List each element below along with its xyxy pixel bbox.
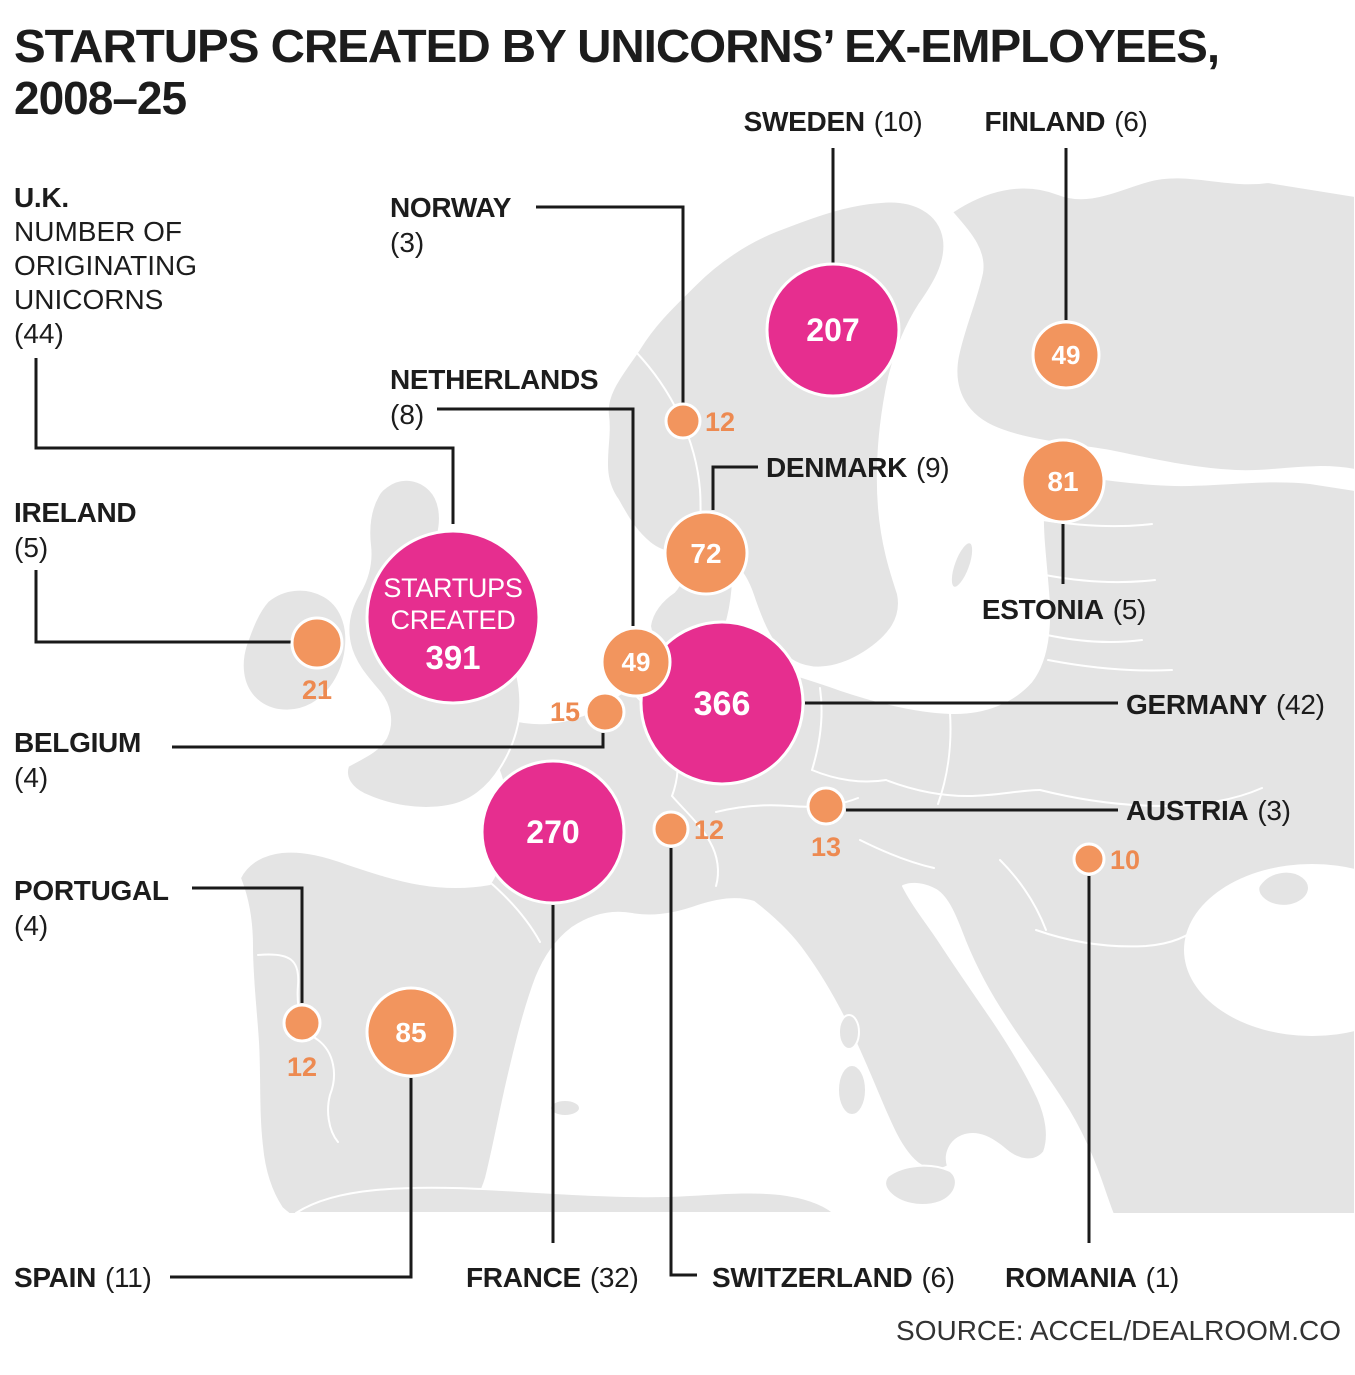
bubble-value-estonia: 81 xyxy=(1047,466,1078,497)
bubble-value-austria: 13 xyxy=(811,832,841,862)
bubble-value-netherlands: 49 xyxy=(622,647,651,677)
label-france: FRANCE (32) xyxy=(466,1262,638,1293)
bubble-finland xyxy=(1031,320,1101,390)
label-netherlands-count: (8) xyxy=(390,399,424,430)
leader-ireland xyxy=(34,570,291,644)
label-sweden: SWEDEN (10) xyxy=(744,106,923,137)
bubble-uk xyxy=(365,529,541,705)
bubble-value-denmark: 72 xyxy=(690,538,721,569)
bubble-france xyxy=(480,759,626,905)
bubble-spain xyxy=(365,986,457,1078)
label-switzerland: SWITZERLAND (6) xyxy=(712,1262,955,1293)
land-sardinia xyxy=(837,1064,867,1116)
land-sicily xyxy=(884,1164,957,1206)
bubble-denmark xyxy=(663,510,749,596)
bubble-estonia xyxy=(1020,438,1106,524)
land-corsica xyxy=(838,1014,860,1050)
label-belgium: BELGIUM xyxy=(14,727,141,758)
land-majorca xyxy=(549,1099,581,1117)
land-crimea xyxy=(1257,870,1310,907)
bubble-ireland xyxy=(290,616,344,670)
uk-legend-count: (44) xyxy=(14,318,64,349)
uk-legend-line1: NUMBER OF xyxy=(14,216,182,247)
land-finland-russia xyxy=(951,176,1355,473)
bubble-romania xyxy=(1072,842,1106,876)
bubble-value-belgium: 15 xyxy=(550,697,580,727)
uk-bubble-line2: CREATED xyxy=(391,605,516,635)
label-norway-count: (3) xyxy=(390,227,424,258)
leader-portugal xyxy=(192,886,304,1003)
bubble-norway xyxy=(664,402,702,440)
black-sea xyxy=(1184,864,1355,1036)
bubble-germany xyxy=(639,620,805,786)
label-germany: GERMANY (42) xyxy=(1126,689,1325,720)
label-norway: NORWAY xyxy=(390,192,512,223)
label-spain: SPAIN (11) xyxy=(14,1262,152,1293)
label-denmark: DENMARK (9) xyxy=(766,452,949,483)
label-ireland-count: (5) xyxy=(14,532,48,563)
bubble-value-norway: 12 xyxy=(705,407,735,437)
label-belgium-count: (4) xyxy=(14,762,48,793)
uk-legend-line3: UNICORNS xyxy=(14,284,163,315)
leader-norway xyxy=(536,205,685,403)
bubble-value-ireland: 21 xyxy=(302,675,332,705)
bubble-portugal xyxy=(282,1003,322,1043)
source-credit: SOURCE: ACCEL/DEALROOM.CO xyxy=(896,1315,1341,1346)
label-ireland: IRELAND xyxy=(14,497,136,528)
page-title-line1: STARTUPS CREATED BY UNICORNS’ EX-EMPLOYE… xyxy=(14,20,1219,72)
page-title-line2: 2008–25 xyxy=(14,72,186,124)
land-north-africa xyxy=(295,1186,835,1213)
bubble-value-switzerland: 12 xyxy=(694,815,724,845)
bubble-value-france: 270 xyxy=(526,814,579,850)
bubble-values: STARTUPS CREATED 391 207 366 270 49 81 7… xyxy=(287,312,1140,1082)
bubble-value-spain: 85 xyxy=(395,1017,426,1048)
leader-lines xyxy=(34,148,1118,1279)
label-austria: AUSTRIA (3) xyxy=(1126,795,1291,826)
bubbles xyxy=(282,262,1106,1078)
bubble-netherlands xyxy=(600,626,672,698)
bubble-value-uk: 391 xyxy=(425,639,480,676)
land-gotland xyxy=(949,541,975,589)
bubble-austria xyxy=(806,786,846,826)
label-finland: FINLAND (6) xyxy=(984,106,1147,137)
land-scandinavia xyxy=(605,200,946,669)
bubble-switzerland xyxy=(652,810,690,848)
country-labels: U.K. NUMBER OF ORIGINATING UNICORNS (44)… xyxy=(14,106,1325,1293)
leader-belgium xyxy=(172,733,605,749)
bubble-value-romania: 10 xyxy=(1110,845,1140,875)
uk-bubble-line1: STARTUPS xyxy=(383,573,522,603)
leader-uk xyxy=(34,358,455,524)
label-romania: ROMANIA (1) xyxy=(1005,1262,1179,1293)
bubble-value-germany: 366 xyxy=(694,685,751,723)
leader-netherlands xyxy=(437,407,635,626)
bubble-value-finland: 49 xyxy=(1052,340,1081,370)
label-uk: U.K. xyxy=(14,182,69,213)
bubble-belgium xyxy=(584,691,626,733)
label-estonia: ESTONIA (5) xyxy=(982,594,1146,625)
uk-legend-line2: ORIGINATING xyxy=(14,250,197,281)
leader-switzerland xyxy=(669,848,697,1277)
bubble-value-sweden: 207 xyxy=(806,312,859,348)
label-portugal-count: (4) xyxy=(14,910,48,941)
leader-denmark xyxy=(711,465,758,510)
bubble-value-portugal: 12 xyxy=(287,1052,317,1082)
label-portugal: PORTUGAL xyxy=(14,875,169,906)
bubble-sweden xyxy=(765,262,901,398)
leader-spain xyxy=(170,1078,413,1279)
label-netherlands: NETHERLANDS xyxy=(390,364,598,395)
